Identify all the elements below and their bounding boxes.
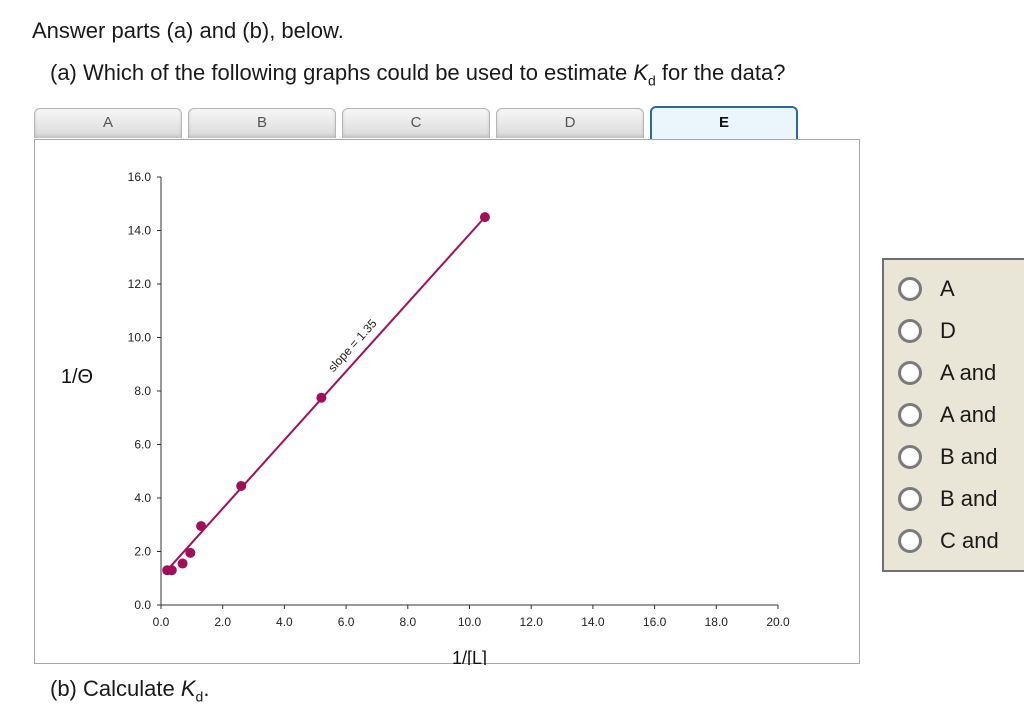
choice-b-and-1[interactable]: B and (898, 440, 998, 474)
radio-button-icon[interactable] (898, 529, 922, 553)
part-a-suffix: for the data? (655, 60, 786, 85)
x-tick-label: 14.0 (581, 615, 605, 629)
fit-line (166, 216, 486, 571)
choice-a-and-2[interactable]: A and (898, 398, 996, 432)
y-tick-label: 16.0 (128, 170, 152, 184)
choice-label: B and (940, 486, 998, 511)
y-tick-label: 10.0 (128, 331, 152, 345)
x-tick-label: 8.0 (399, 615, 416, 629)
y-tick-label: 6.0 (134, 438, 151, 452)
y-tick-label: 4.0 (134, 491, 151, 505)
choice-label: D (940, 318, 956, 343)
choice-label: A and (940, 360, 997, 385)
x-axis-title: 1/[L] (452, 648, 487, 665)
tab-a[interactable]: A (34, 108, 182, 138)
y-tick-label: 0.0 (134, 598, 151, 612)
x-tick-label: 12.0 (520, 615, 544, 629)
data-point (196, 521, 207, 532)
prompt-text: Answer parts (a) and (b), below. (32, 18, 344, 43)
y-tick-label: 12.0 (128, 277, 152, 291)
choice-d[interactable]: D (898, 314, 956, 348)
part-a-k: K (633, 60, 648, 85)
part-a-k-sub: d (648, 72, 656, 89)
x-tick-label: 6.0 (338, 615, 355, 629)
data-point (316, 392, 327, 403)
part-b-k: K (180, 676, 196, 701)
y-tick-label: 8.0 (134, 384, 151, 398)
answer-choices: A D A and A and B and B and C and (882, 258, 1024, 572)
y-tick-label: 14.0 (128, 224, 152, 238)
radio-button-icon[interactable] (898, 403, 922, 427)
choice-b-and-2[interactable]: B and (898, 482, 998, 516)
choice-label: A and (940, 402, 997, 427)
x-tick-label: 2.0 (214, 615, 231, 629)
radio-button-icon[interactable] (898, 319, 922, 343)
part-b-question: (b) Calculate Kd. (50, 676, 209, 704)
choice-label: A (940, 276, 955, 301)
y-axis-title: 1/Θ (61, 366, 93, 388)
x-tick-label: 20.0 (766, 615, 790, 629)
x-tick-label: 4.0 (276, 615, 293, 629)
tab-b[interactable]: B (188, 108, 336, 138)
graph-panel: 0.0 2.0 4.0 6.0 8.0 10.0 12.0 14.0 16.0 18.0 20.0 0… (34, 139, 860, 665)
scatter-chart: 0.0 2.0 4.0 6.0 8.0 10.0 12.0 14.0 16.0 18.0 20.0 0… (61, 170, 790, 665)
x-tick-label: 16.0 (643, 615, 667, 629)
x-tick-label: 10.0 (458, 615, 482, 629)
choice-a-and-1[interactable]: A and (898, 356, 996, 390)
part-b-k-sub: d (195, 688, 204, 704)
choice-label: C and (940, 528, 999, 553)
part-b-prefix: (b) Calculate (50, 676, 181, 701)
x-tick-label: 18.0 (705, 615, 729, 629)
radio-button-icon[interactable] (898, 487, 922, 511)
choice-label: B and (940, 444, 998, 469)
choice-a[interactable]: A (898, 272, 955, 306)
x-tick-label: 0.0 (153, 615, 170, 629)
choice-c-and[interactable]: C and (898, 524, 999, 558)
data-point (236, 480, 247, 491)
slope-annotation: slope = 1.35 (325, 316, 380, 374)
part-a-question: (a) Which of the following graphs could … (50, 60, 785, 88)
data-point (185, 547, 196, 558)
radio-button-icon[interactable] (898, 361, 922, 385)
part-b-suffix: . (203, 676, 210, 701)
tab-d[interactable]: D (496, 108, 644, 138)
tab-e[interactable]: E (650, 106, 798, 140)
data-point (479, 212, 490, 223)
radio-button-icon[interactable] (898, 277, 922, 301)
data-point (177, 558, 188, 569)
radio-button-icon[interactable] (898, 445, 922, 469)
y-tick-label: 2.0 (134, 545, 151, 559)
part-a-prefix: (a) Which of the following graphs could … (50, 60, 634, 85)
graph-tabs: A B C D E (34, 106, 814, 140)
tab-c[interactable]: C (342, 108, 490, 138)
data-point (166, 565, 177, 576)
